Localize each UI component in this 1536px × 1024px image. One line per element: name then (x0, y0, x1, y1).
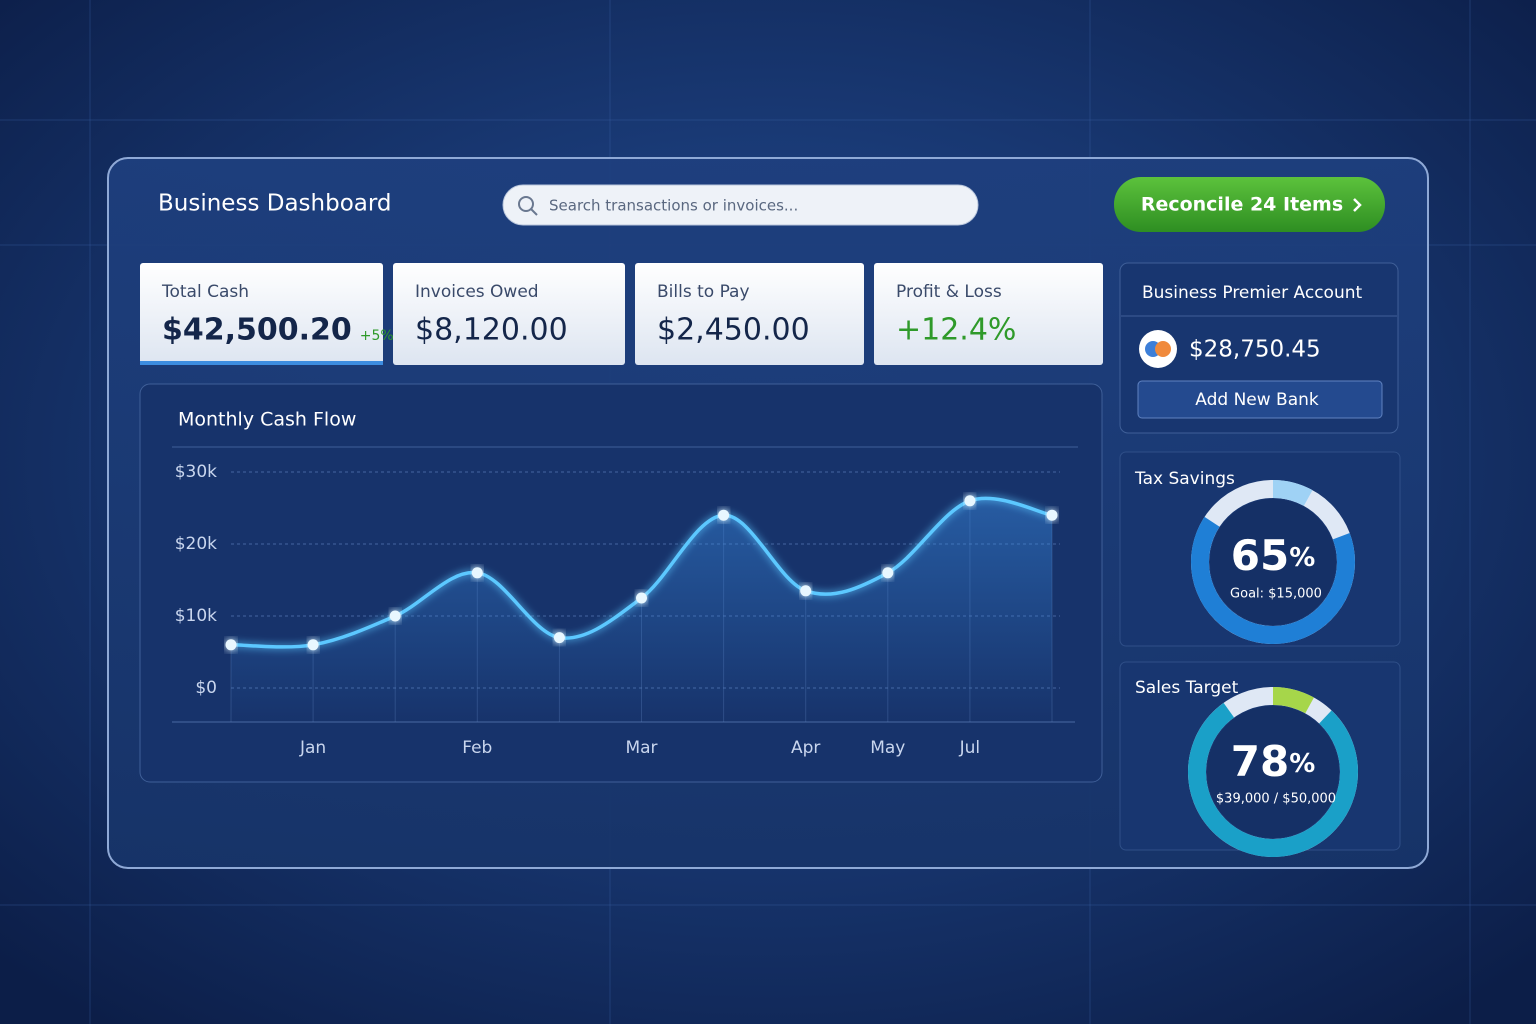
x-tick-label: Jan (299, 738, 326, 758)
stat-value: $8,120.00 (415, 313, 568, 348)
x-tick-label: May (870, 738, 905, 758)
stat-value: $2,450.00 (657, 313, 810, 348)
stat-value: $42,500.20 (162, 313, 352, 348)
account-balance: $28,750.45 (1189, 337, 1321, 363)
point (800, 585, 812, 597)
donut-detail: $39,000 / $50,000 (1216, 792, 1336, 807)
stat-card (140, 263, 383, 365)
y-tick-label: $0 (195, 678, 217, 698)
percent-number: 65 (1231, 531, 1289, 580)
reconcile-button[interactable]: Reconcile 24 Items (1114, 177, 1385, 232)
point (307, 639, 319, 651)
stat-card (635, 263, 864, 365)
stat-label: Invoices Owed (415, 282, 539, 302)
percent-unit: % (1289, 543, 1315, 573)
panel-title: Sales Target (1135, 678, 1239, 698)
y-tick-label: $10k (175, 606, 217, 626)
donut-inner (1207, 706, 1339, 838)
donut-arc (1191, 480, 1355, 644)
point (553, 632, 565, 644)
chevron (1353, 198, 1362, 212)
donut-accent (1188, 687, 1358, 857)
x-tick-label: Mar (625, 738, 657, 758)
stat-label: Bills to Pay (657, 282, 750, 302)
percent-value: 78% (1231, 737, 1316, 786)
percent-value: 65% (1231, 531, 1316, 580)
point (964, 495, 976, 507)
panel-title: Tax Savings (1134, 469, 1235, 489)
button-label: Reconcile 24 Items (1141, 194, 1343, 216)
search-icon (518, 196, 534, 212)
percent-number: 78 (1231, 737, 1289, 786)
card-accent (140, 361, 383, 365)
donut-arc (1188, 687, 1358, 857)
bank-icon (1155, 341, 1171, 357)
button-label: Add New Bank (1195, 390, 1319, 410)
point (718, 509, 730, 521)
add-bank-button[interactable]: Add New Bank (1137, 380, 1383, 419)
point (1046, 509, 1058, 521)
point (882, 567, 894, 579)
button-bg[interactable] (1114, 177, 1385, 232)
x-tick-label: Jul (959, 738, 981, 758)
y-tick-label: $20k (175, 534, 217, 554)
y-tick-label: $30k (175, 462, 217, 482)
stat-card (393, 263, 625, 365)
donut-inner (1210, 499, 1336, 625)
dashboard-title: Business Dashboard (158, 191, 392, 217)
point (389, 610, 401, 622)
search-placeholder: Search transactions or invoices... (549, 197, 798, 215)
button-bg[interactable] (1137, 380, 1383, 419)
stat-value: +12.4% (896, 313, 1016, 348)
point (471, 567, 483, 579)
percent-unit: % (1289, 749, 1315, 779)
search-icon (530, 208, 538, 216)
x-tick-label: Apr (791, 738, 820, 758)
line-area (231, 498, 1052, 722)
chart-title: Monthly Cash Flow (178, 409, 356, 431)
search-field[interactable] (502, 184, 979, 226)
x-tick-label: Feb (462, 738, 492, 758)
stat-label: Total Cash (161, 282, 249, 302)
point (225, 639, 237, 651)
account-title: Business Premier Account (1142, 283, 1363, 303)
stat-label: Profit & Loss (896, 282, 1002, 302)
donut-detail: Goal: $15,000 (1230, 587, 1322, 602)
stat-card (874, 263, 1103, 365)
search-bar[interactable]: Search transactions or invoices... (502, 184, 979, 226)
point (636, 592, 647, 604)
donut-accent (1191, 480, 1355, 644)
stat-change: +5% (360, 328, 394, 344)
